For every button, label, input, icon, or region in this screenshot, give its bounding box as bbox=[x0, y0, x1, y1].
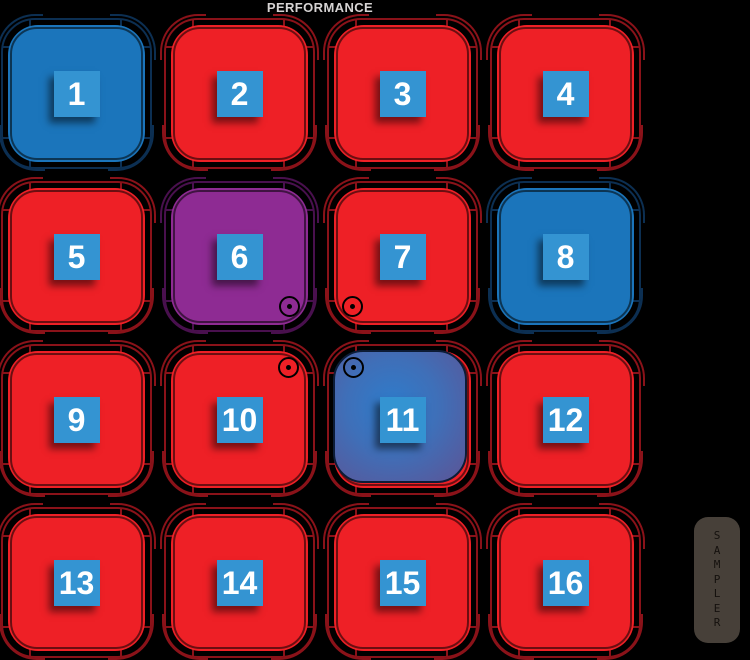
pad-13[interactable]: 13 bbox=[0, 503, 156, 660]
pad-4[interactable]: 4 bbox=[486, 14, 645, 171]
pad-number: 7 bbox=[393, 238, 412, 275]
pad-number-badge: 12 bbox=[542, 396, 589, 443]
pad-1[interactable]: 1 bbox=[0, 14, 156, 171]
pad-number-badge: 15 bbox=[379, 559, 426, 606]
pad-number-badge: 9 bbox=[53, 396, 100, 443]
pad-9[interactable]: 9 bbox=[0, 340, 156, 497]
pad-2[interactable]: 2 bbox=[160, 14, 319, 171]
pad-number: 12 bbox=[547, 401, 584, 438]
pad-number-badge: 5 bbox=[53, 233, 100, 280]
pad-number-badge: 7 bbox=[379, 233, 426, 280]
pad-number-badge: 3 bbox=[379, 70, 426, 117]
pad-16[interactable]: 16 bbox=[486, 503, 645, 660]
pad-number-badge: 16 bbox=[542, 559, 589, 606]
pad-8[interactable]: 8 bbox=[486, 177, 645, 334]
pad-number: 9 bbox=[67, 401, 86, 438]
pad-number: 10 bbox=[221, 401, 258, 438]
pad-number-badge: 11 bbox=[379, 396, 426, 443]
pad-number-badge: 10 bbox=[216, 396, 263, 443]
pad-number-badge: 8 bbox=[542, 233, 589, 280]
pad-number: 1 bbox=[67, 75, 86, 112]
cue-dot-icon bbox=[279, 296, 300, 317]
pad-number: 11 bbox=[385, 401, 420, 438]
pad-6[interactable]: 6 bbox=[160, 177, 319, 334]
pad-number: 14 bbox=[221, 564, 258, 601]
cue-dot-icon bbox=[342, 296, 363, 317]
pad-number: 6 bbox=[230, 238, 249, 275]
pad-number-badge: 1 bbox=[53, 70, 100, 117]
pad-number-badge: 13 bbox=[53, 559, 100, 606]
pad-number-badge: 2 bbox=[216, 70, 263, 117]
sampler-tab[interactable]: SAMPLER bbox=[694, 517, 740, 643]
pad-7[interactable]: 7 bbox=[323, 177, 482, 334]
pad-14[interactable]: 14 bbox=[160, 503, 319, 660]
pad-number-badge: 4 bbox=[542, 70, 589, 117]
pad-15[interactable]: 15 bbox=[323, 503, 482, 660]
pad-number: 2 bbox=[230, 75, 249, 112]
pad-number: 15 bbox=[384, 564, 421, 601]
pad-11[interactable]: 11 bbox=[323, 340, 482, 497]
pad-3[interactable]: 3 bbox=[323, 14, 482, 171]
pad-number: 16 bbox=[547, 564, 584, 601]
pad-5[interactable]: 5 bbox=[0, 177, 156, 334]
pad-grid: 1 2 3 4 5 6 bbox=[0, 14, 645, 660]
pad-12[interactable]: 12 bbox=[486, 340, 645, 497]
pad-number: 4 bbox=[556, 75, 575, 112]
pad-number-badge: 6 bbox=[216, 233, 263, 280]
page-title: PERFORMANCE bbox=[266, 0, 374, 15]
pad-number: 5 bbox=[67, 238, 86, 275]
pad-number: 3 bbox=[393, 75, 412, 112]
pad-number-badge: 14 bbox=[216, 559, 263, 606]
pad-number: 13 bbox=[58, 564, 95, 601]
sampler-tab-label: SAMPLER bbox=[713, 529, 721, 630]
cue-dot-icon bbox=[278, 357, 299, 378]
pad-number: 8 bbox=[556, 238, 575, 275]
cue-dot-icon bbox=[343, 357, 364, 378]
pad-10[interactable]: 10 bbox=[160, 340, 319, 497]
